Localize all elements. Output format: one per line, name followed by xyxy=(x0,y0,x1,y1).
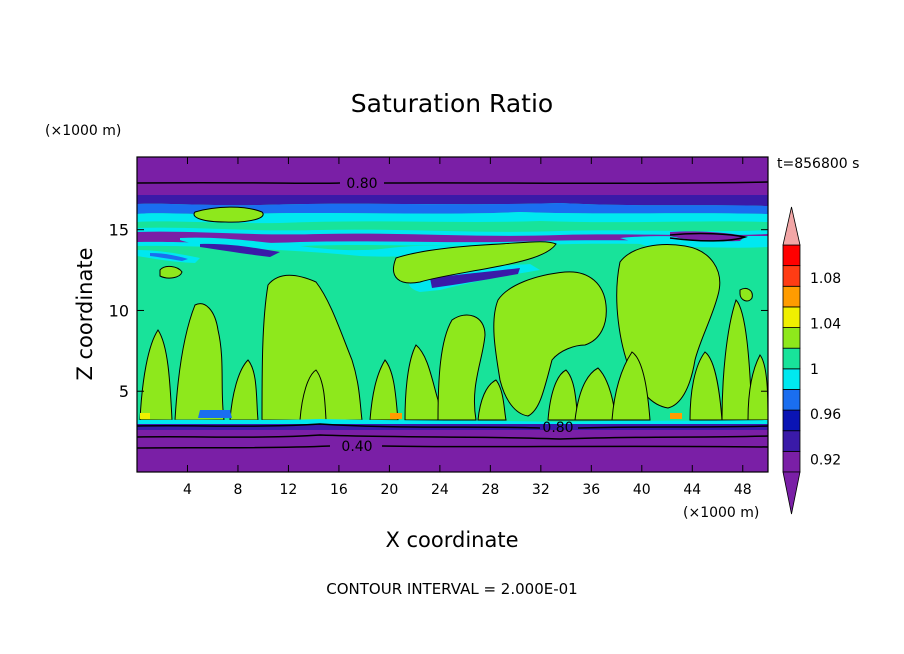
contour-label: 0.80 xyxy=(542,420,573,436)
x-axis-ticks: 4 8 12 16 20 24 28 32 36 40 44 48 xyxy=(183,157,752,498)
contour-label: 0.80 xyxy=(346,176,377,192)
x-axis-label: X coordinate xyxy=(385,528,518,552)
colorbar-over-arrow xyxy=(782,206,801,246)
colorbar-swatch xyxy=(782,244,801,267)
x-tick-label: 24 xyxy=(431,482,449,498)
y-tick-label: 5 xyxy=(119,382,129,401)
chart-title: Saturation Ratio xyxy=(351,89,553,118)
colorbar-swatch xyxy=(782,430,801,452)
contour-interval-note: CONTOUR INTERVAL = 2.000E-01 xyxy=(326,580,577,598)
colorbar-swatch xyxy=(782,368,801,390)
x-tick-label: 36 xyxy=(582,482,600,498)
x-tick-label: 28 xyxy=(481,482,499,498)
y-unit-label: (×1000 m) xyxy=(45,123,121,139)
y-tick-label: 10 xyxy=(109,301,129,320)
x-tick-label: 16 xyxy=(330,482,348,498)
plot-frame xyxy=(136,156,769,473)
colorbar-tick-label: 0.96 xyxy=(810,407,841,423)
contour-label: 0.40 xyxy=(341,439,372,455)
x-tick-label: 40 xyxy=(633,482,651,498)
x-unit-label: (×1000 m) xyxy=(683,505,759,521)
y-tick-label: 15 xyxy=(109,221,129,240)
colorbar-tick-label: 1.08 xyxy=(810,271,841,287)
colorbar-swatch xyxy=(782,285,801,308)
colorbar-swatch xyxy=(782,389,801,411)
colorbar-swatch xyxy=(782,347,801,370)
colorbar-tick-label: 1 xyxy=(810,362,819,378)
y-axis-ticks: 5 10 15 xyxy=(109,221,768,401)
colorbar-swatch xyxy=(782,327,801,349)
colorbar: 0.92 0.96 1 1.04 1.08 xyxy=(782,206,841,515)
colorbar-tick-label: 0.92 xyxy=(810,453,841,469)
colorbar-tick-label: 1.04 xyxy=(810,316,841,332)
colorbar-swatch xyxy=(782,306,801,328)
colorbar-under-arrow xyxy=(782,471,801,515)
colorbar-swatch xyxy=(782,409,801,432)
x-tick-label: 32 xyxy=(532,482,550,498)
colorbar-swatch xyxy=(782,450,801,473)
x-tick-label: 12 xyxy=(280,482,298,498)
x-tick-label: 4 xyxy=(183,482,192,498)
contour-field xyxy=(137,157,768,472)
y-axis-label: Z coordinate xyxy=(73,247,97,380)
time-label: t=856800 s xyxy=(777,156,859,172)
x-tick-label: 20 xyxy=(380,482,398,498)
x-tick-label: 44 xyxy=(683,482,701,498)
colorbar-swatch xyxy=(782,265,801,287)
x-tick-label: 8 xyxy=(233,482,242,498)
x-tick-label: 48 xyxy=(734,482,752,498)
